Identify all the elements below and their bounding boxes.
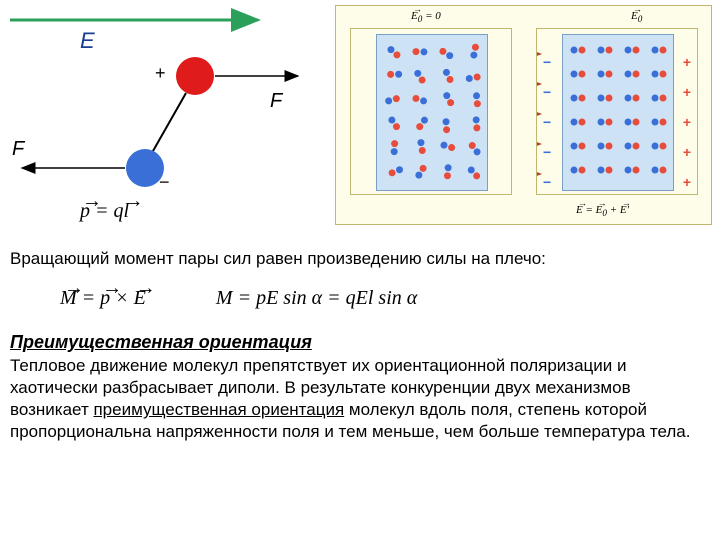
dielectric-left <box>376 34 488 191</box>
equations-row: →M = →p × →E M = pE sin α = qEl sin α <box>10 287 710 310</box>
F-top-label: F <box>270 90 282 113</box>
top-area: E + − F F →p = q→l →E0 = 0 →E0 <box>0 0 720 230</box>
F-bot-label: F <box>12 138 24 161</box>
E-label: E <box>80 28 95 54</box>
panel-left-title: →E0 = 0 <box>411 10 441 24</box>
panel-bottom-relation: →E = →E0 + →E′ <box>576 204 629 218</box>
eq2: M = pE sin α = qEl sin α <box>216 287 417 310</box>
torque-text: Вращающий момент пары сил равен произвед… <box>10 248 710 270</box>
random-dipoles-svg <box>377 35 487 190</box>
field-arrows-svg <box>537 29 697 194</box>
panel-right-title: →E0 <box>631 10 642 24</box>
content-area: Вращающий момент пары сил равен произвед… <box>0 248 720 443</box>
subpanel-with-field: − − − − − + + + + + <box>536 28 698 195</box>
eq1: →M = →p × →E <box>60 287 146 310</box>
minus-sign: − <box>159 172 170 193</box>
polarization-panels: →E0 = 0 →E0 − − − − − + + + <box>335 5 712 225</box>
body-paragraph: Тепловое движение молекул препятствует и… <box>10 355 710 443</box>
dipole-moment-formula: →p = q→l <box>80 200 129 223</box>
dipole-svg <box>0 0 320 230</box>
plus-sign: + <box>155 63 166 84</box>
dipole-diagram: E + − F F →p = q→l <box>0 0 320 230</box>
subpanel-no-field <box>350 28 512 195</box>
section-heading: Преимущественная ориентация <box>10 332 710 353</box>
